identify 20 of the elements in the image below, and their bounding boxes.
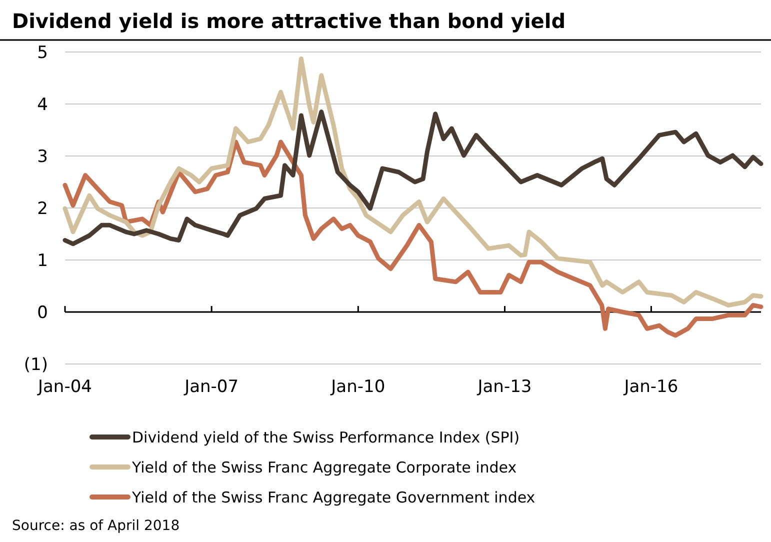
x-tick-label: Jan-04 [37, 377, 92, 397]
y-tick-label: 5 [37, 42, 48, 63]
y-tick-label: 0 [37, 302, 48, 323]
line-series [62, 56, 764, 308]
line-series [62, 140, 764, 338]
legend-label: Yield of the Swiss Franc Aggregate Corporate index [131, 458, 517, 476]
y-tick-label: (1) [24, 354, 48, 375]
line-series [62, 110, 764, 246]
source-note: Source: as of April 2018 [12, 518, 180, 534]
y-tick-label: 3 [37, 146, 48, 167]
x-tick-label: Jan-16 [623, 377, 678, 397]
y-tick-label: 4 [37, 94, 48, 115]
y-tick-label: 1 [37, 250, 48, 271]
chart-title: Dividend yield is more attractive than bond yield [12, 9, 566, 33]
legend-label: Dividend yield of the Swiss Performance Index (SPI) [132, 428, 520, 446]
y-tick-label: 2 [37, 198, 48, 219]
x-tick-label: Jan-13 [476, 377, 532, 397]
legend-label: Yield of the Swiss Franc Aggregate Government index [131, 488, 536, 506]
x-tick-label: Jan-10 [330, 377, 386, 397]
x-tick-label: Jan-07 [184, 377, 239, 397]
